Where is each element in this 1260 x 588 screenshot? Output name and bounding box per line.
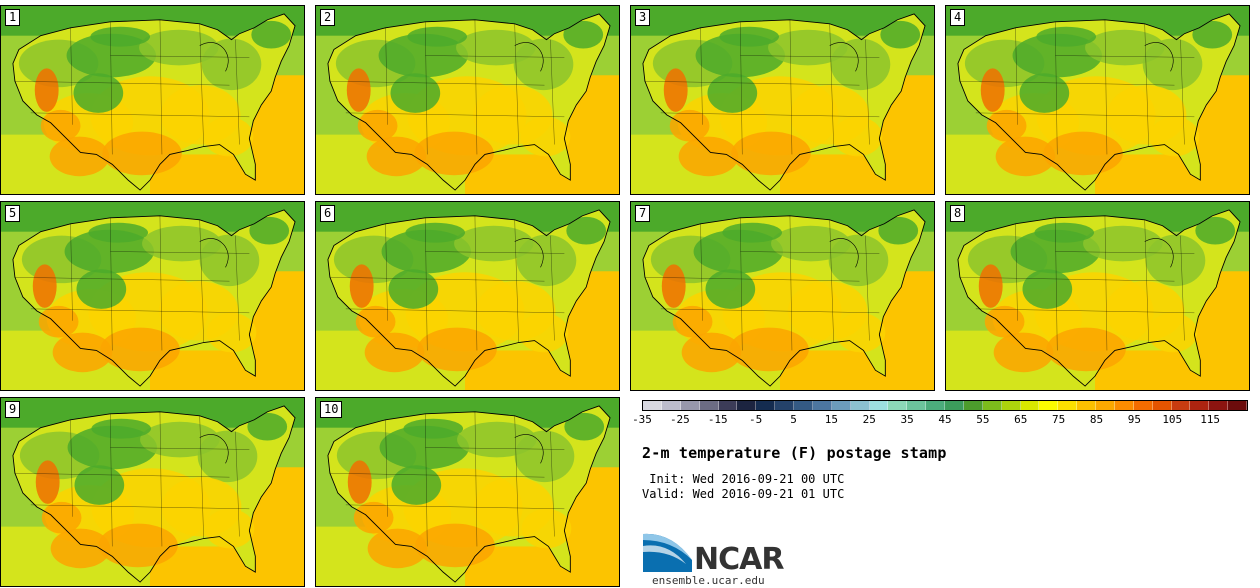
colorbar-swatch bbox=[831, 401, 851, 410]
colorbar-tick-label: -5 bbox=[749, 413, 763, 426]
colorbar-tick-label: 35 bbox=[900, 413, 914, 426]
colorbar-swatch bbox=[756, 401, 776, 410]
temperature-map bbox=[631, 6, 934, 194]
member-label: 8 bbox=[950, 205, 966, 222]
colorbar-swatch bbox=[794, 401, 813, 410]
colorbar-tick-label: 95 bbox=[1127, 413, 1141, 426]
plot-title: 2-m temperature (F) postage stamp bbox=[642, 444, 947, 462]
temperature-map bbox=[946, 6, 1249, 194]
member-panel-8: 8 bbox=[945, 201, 1250, 391]
member-label: 3 bbox=[635, 9, 651, 26]
member-panel-7: 7 bbox=[630, 201, 935, 391]
colorbar-swatch bbox=[812, 401, 832, 410]
colorbar-swatch bbox=[907, 401, 927, 410]
temperature-map bbox=[316, 6, 619, 194]
member-label: 10 bbox=[320, 401, 343, 418]
colorbar: -35 -25 -15 -5 5 15 25 35 45 55 65 75 85 95 105 115 bbox=[632, 400, 1248, 427]
colorbar-swatch bbox=[661, 401, 681, 410]
ncar-logo-icon bbox=[643, 533, 692, 572]
temperature-map bbox=[316, 202, 619, 390]
member-label: 4 bbox=[950, 9, 966, 26]
temperature-map bbox=[946, 202, 1249, 390]
temperature-map bbox=[1, 202, 304, 390]
colorbar-tick-label: 25 bbox=[862, 413, 876, 426]
member-label: 1 bbox=[5, 9, 21, 26]
time-info: Init: Wed 2016-09-21 00 UTC Valid: Wed 2… bbox=[642, 472, 844, 502]
colorbar-swatch bbox=[737, 401, 757, 410]
temperature-map bbox=[1, 398, 304, 586]
temperature-map bbox=[631, 202, 934, 390]
logo-text: NCAR bbox=[694, 542, 784, 577]
member-panel-9: 9 bbox=[0, 397, 305, 587]
member-panel-6: 6 bbox=[315, 201, 620, 391]
colorbar-swatch bbox=[1077, 401, 1096, 410]
colorbar-tick-label: 45 bbox=[938, 413, 952, 426]
valid-time: Valid: Wed 2016-09-21 01 UTC bbox=[642, 487, 845, 501]
member-label: 9 bbox=[5, 401, 21, 418]
colorbar-tick-label: -35 bbox=[632, 413, 652, 426]
colorbar-swatch bbox=[775, 401, 794, 410]
colorbar-swatch bbox=[1096, 401, 1115, 410]
colorbar-swatch bbox=[1152, 401, 1172, 410]
colorbar-tick-label: 5 bbox=[790, 413, 797, 426]
colorbar-swatch bbox=[869, 401, 889, 410]
member-label: 2 bbox=[320, 9, 336, 26]
colorbar-swatch bbox=[699, 401, 719, 410]
member-panel-2: 2 bbox=[315, 5, 620, 195]
colorbar-swatch bbox=[1114, 401, 1134, 410]
colorbar-swatch bbox=[1190, 401, 1210, 410]
colorbar-swatch bbox=[1039, 401, 1059, 410]
member-panel-1: 1 bbox=[0, 5, 305, 195]
member-panel-4: 4 bbox=[945, 5, 1250, 195]
colorbar-swatch bbox=[945, 401, 964, 410]
colorbar-swatch bbox=[850, 401, 870, 410]
colorbar-tick-label: 15 bbox=[824, 413, 838, 426]
member-panel-3: 3 bbox=[630, 5, 935, 195]
member-label: 5 bbox=[5, 205, 21, 222]
colorbar-tick-label: 65 bbox=[1014, 413, 1028, 426]
colorbar-swatch bbox=[1020, 401, 1040, 410]
colorbar-swatch bbox=[963, 401, 983, 410]
temperature-map bbox=[316, 398, 619, 586]
colorbar-swatch bbox=[1001, 401, 1021, 410]
colorbar-swatch bbox=[1209, 401, 1229, 410]
member-panel-5: 5 bbox=[0, 201, 305, 391]
colorbar-tick-label: 85 bbox=[1089, 413, 1104, 426]
colorbar-tick-label: -15 bbox=[707, 413, 728, 426]
colorbar-swatch bbox=[926, 401, 945, 410]
colorbar-tick-label: 75 bbox=[1052, 413, 1066, 426]
colorbar-tick-label: -25 bbox=[669, 413, 690, 426]
temperature-map bbox=[1, 6, 304, 194]
colorbar-tick-label: 115 bbox=[1200, 413, 1221, 426]
member-panel-10: 10 bbox=[315, 397, 620, 587]
member-label: 7 bbox=[635, 205, 651, 222]
init-time: Init: Wed 2016-09-21 00 UTC bbox=[642, 472, 845, 486]
colorbar-tick-label: 105 bbox=[1162, 413, 1183, 426]
logo-url: ensemble.ucar.edu bbox=[652, 574, 765, 587]
colorbar-swatch bbox=[680, 401, 700, 410]
colorbar-ticks: -35 -25 -15 -5 5 15 25 35 45 55 65 75 85 95 105 115 bbox=[632, 413, 1248, 427]
colorbar-swatch bbox=[888, 401, 908, 410]
colorbar-swatch bbox=[1228, 401, 1247, 410]
member-label: 6 bbox=[320, 205, 336, 222]
colorbar-swatch bbox=[718, 401, 738, 410]
colorbar-swatch bbox=[1058, 401, 1078, 410]
colorbar-swatch bbox=[982, 401, 1002, 410]
colorbar-tick-label: 55 bbox=[976, 413, 990, 426]
colorbar-swatch bbox=[1133, 401, 1153, 410]
colorbar-swatch bbox=[643, 401, 662, 410]
colorbar-swatch bbox=[1171, 401, 1191, 410]
colorbar-swatches bbox=[642, 400, 1248, 411]
